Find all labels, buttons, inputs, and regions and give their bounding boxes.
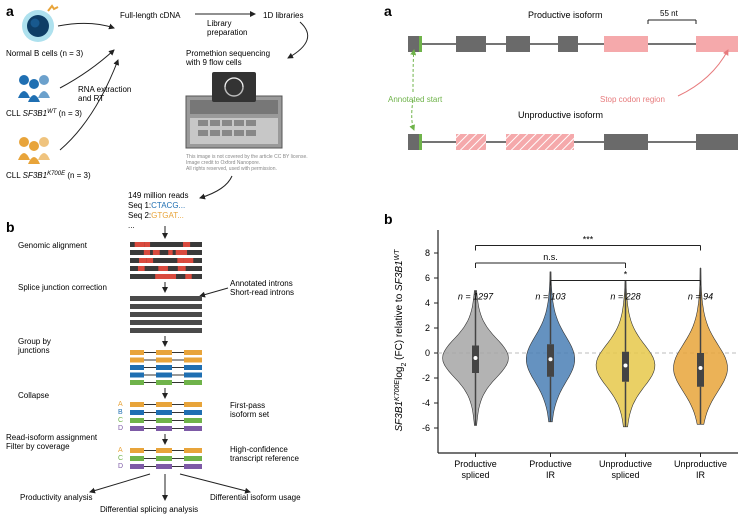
letter-d: D xyxy=(118,425,123,432)
svg-text:D: D xyxy=(118,463,123,470)
svg-text:n = 1297: n = 1297 xyxy=(458,291,494,301)
step-collapse: Collapse xyxy=(18,391,50,400)
svg-text:spliced: spliced xyxy=(461,470,489,480)
svg-text:Unproductive: Unproductive xyxy=(599,459,652,469)
step-sj-correction: Splice junction correction xyxy=(18,283,107,292)
svg-text:4: 4 xyxy=(425,298,430,308)
pipeline-final xyxy=(130,448,202,469)
cll-wt-icon xyxy=(18,75,50,102)
pipeline-grouped xyxy=(130,350,202,385)
pipeline-corrected xyxy=(130,296,202,333)
svg-text:2: 2 xyxy=(425,323,430,333)
right-a-label: a xyxy=(384,3,392,19)
svg-text:-6: -6 xyxy=(422,423,430,433)
violin-plot: b -6 -4 -2 0 2 4 6 8 SF3B1K700Elog2 (FC) relativ… xyxy=(378,208,756,518)
rna-extraction-label: RNA extractionand RT xyxy=(78,85,131,103)
svg-text:IR: IR xyxy=(696,470,706,480)
svg-text:-2: -2 xyxy=(422,373,430,383)
seq-dots: ... xyxy=(128,221,135,230)
svg-text:A: A xyxy=(118,447,123,454)
isoform-schematic: a Productive isoform 55 nt Annotated sta… xyxy=(378,0,756,200)
bottom-diffiso: Differential isoform usage xyxy=(210,493,301,502)
productive-title: Productive isoform xyxy=(528,10,603,20)
left-a-label: a xyxy=(6,3,14,19)
ann-introns: Annotated intronsShort-read introns xyxy=(230,279,294,297)
svg-text:Unproductive: Unproductive xyxy=(674,459,727,469)
fullcdna-label: Full-length cDNA xyxy=(120,11,181,20)
left-panel-svg: a Normal B cells (n = 3) CLL SF3B1WT (n … xyxy=(0,0,378,518)
left-b-label: b xyxy=(6,219,15,235)
svg-text:Productive: Productive xyxy=(529,459,572,469)
pipeline-collapsed xyxy=(130,402,202,431)
promethion-label: Promethion sequencingwith 9 flow cells xyxy=(185,49,270,67)
svg-text:n = 103: n = 103 xyxy=(535,291,565,301)
normal-bcell-label: Normal B cells (n = 3) xyxy=(6,49,83,58)
cll-wt-label: CLL SF3B1WT (n = 3) xyxy=(6,109,82,118)
bottom-diffspl: Differential splicing analysis xyxy=(100,505,198,514)
svg-text:Productive: Productive xyxy=(454,459,497,469)
svg-text:SF3B1K700Elog2 (FC) relative t: SF3B1K700Elog2 (FC) relative to SF3B1WT xyxy=(394,249,408,432)
stop-codon-label: Stop codon region xyxy=(600,95,665,104)
step-genomic-alignment: Genomic alignment xyxy=(18,241,88,250)
svg-text:n = 94: n = 94 xyxy=(688,291,713,301)
svg-text:-4: -4 xyxy=(422,398,430,408)
annotated-start: Annotated start xyxy=(388,95,443,104)
svg-text:spliced: spliced xyxy=(611,470,639,480)
disclaimer: This image is not covered by the article… xyxy=(186,154,308,172)
svg-text:6: 6 xyxy=(425,273,430,283)
nt-label: 55 nt xyxy=(660,9,679,18)
right-b-label: b xyxy=(384,211,393,227)
libs-label: 1D libraries xyxy=(263,11,303,20)
bottom-prod: Productivity analysis xyxy=(20,493,92,502)
svg-text:n.s.: n.s. xyxy=(543,252,558,262)
svg-text:n = 228: n = 228 xyxy=(610,291,640,301)
svg-text:C: C xyxy=(118,455,123,462)
normal-bcell-icon xyxy=(22,6,58,42)
reads-count: 149 million reads xyxy=(128,191,188,200)
sequencer-icon xyxy=(186,72,282,148)
letter-b: B xyxy=(118,409,123,416)
cll-mut-icon xyxy=(18,137,50,164)
svg-text:*: * xyxy=(624,270,628,280)
step-filter: Read-isoform assignmentFilter by coverag… xyxy=(6,433,98,451)
cll-mut-label: CLL SF3B1K700E (n = 3) xyxy=(6,171,91,180)
letter-c: C xyxy=(118,417,123,424)
letter-a: A xyxy=(118,401,123,408)
svg-text:***: *** xyxy=(583,235,594,245)
unproductive-title: Unproductive isoform xyxy=(518,110,603,120)
svg-text:8: 8 xyxy=(425,248,430,258)
highconf: High-confidencetranscript reference xyxy=(230,445,299,463)
firstpass: First-passisoform set xyxy=(230,401,270,419)
pipeline-genomic-alignment xyxy=(130,242,202,279)
svg-text:0: 0 xyxy=(425,348,430,358)
seq1: Seq 1:CTACG... xyxy=(128,201,185,210)
step-group: Group byjunctions xyxy=(17,337,51,355)
svg-text:IR: IR xyxy=(546,470,556,480)
libprep-label: Librarypreparation xyxy=(207,19,247,37)
seq2: Seq 2:GTGAT... xyxy=(128,211,184,220)
